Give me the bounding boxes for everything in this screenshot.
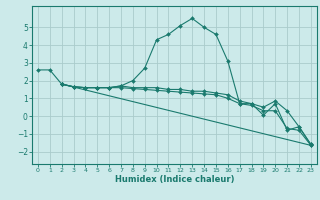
X-axis label: Humidex (Indice chaleur): Humidex (Indice chaleur) xyxy=(115,175,234,184)
